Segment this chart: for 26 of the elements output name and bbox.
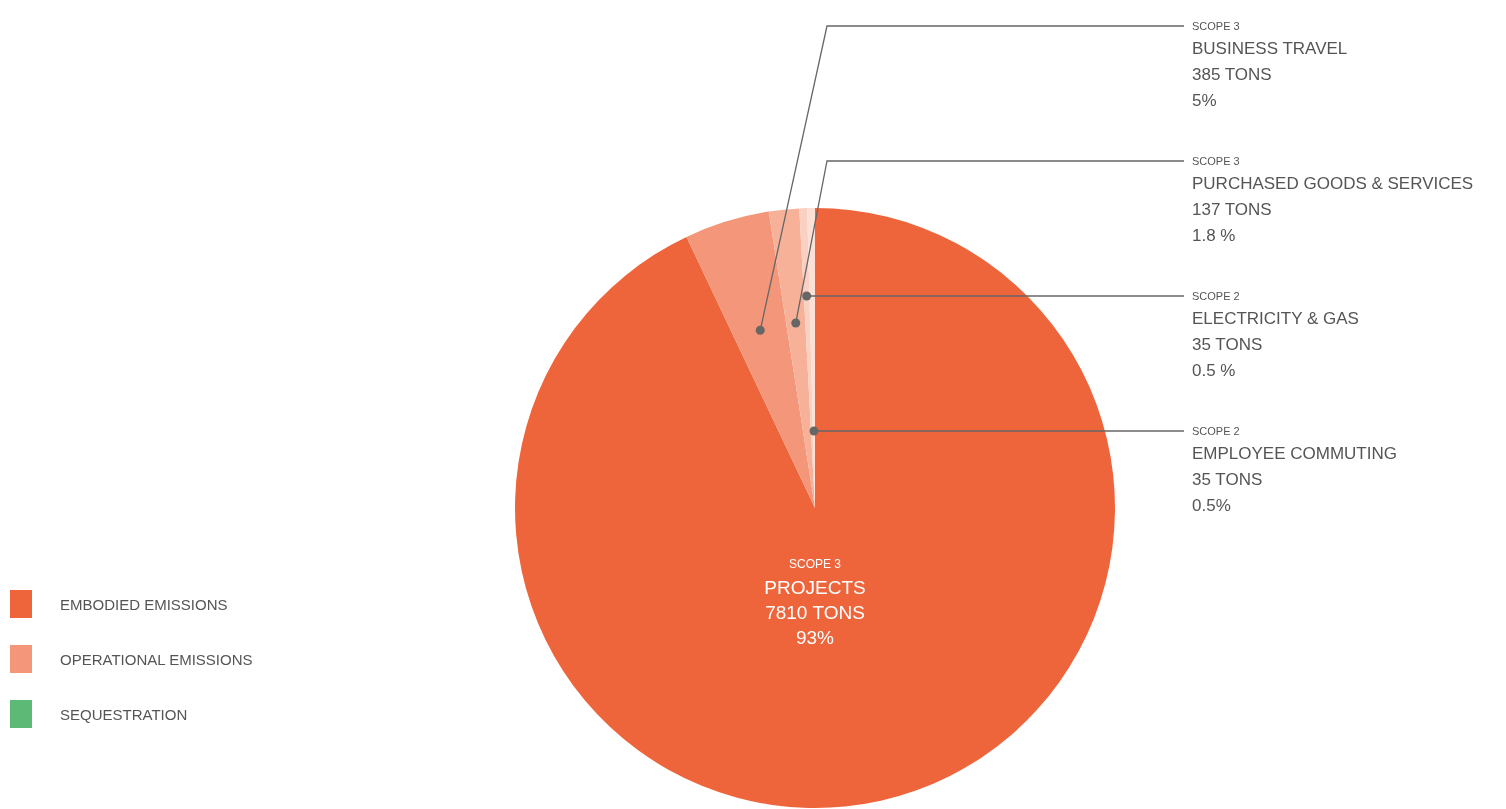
pie-slice	[515, 208, 1115, 808]
slice-label: ELECTRICITY & GAS	[1192, 309, 1359, 328]
text: SEQUESTRATION	[60, 706, 188, 723]
text: 1.8 %	[1192, 226, 1236, 245]
text: SCOPE 3	[1192, 20, 1240, 32]
text: 5%	[1192, 91, 1217, 110]
text: SCOPE 3	[788, 557, 842, 571]
data-label: 137 TONS	[1192, 200, 1272, 219]
slice-label: PROJECTS	[764, 577, 866, 598]
slice-label: BUSINESS TRAVEL	[1192, 39, 1348, 58]
data-label: 35 TONS	[1192, 335, 1263, 354]
text: 93%	[795, 627, 835, 648]
text: OPERATIONAL EMISSIONS	[60, 651, 253, 668]
text: SCOPE 3	[1192, 155, 1240, 167]
text: EMBODIED EMISSIONS	[60, 596, 228, 613]
text: SCOPE 2	[1192, 425, 1240, 437]
text: 0.5 %	[1192, 361, 1236, 380]
slice-label: EMPLOYEE COMMUTING	[1192, 444, 1397, 463]
pie-slice	[686, 211, 815, 508]
pie-slice	[768, 208, 815, 508]
data-label: 35 TONS	[1192, 470, 1263, 489]
data-label: 385 TONS	[1192, 65, 1272, 84]
slice-label: PURCHASED GOODS & SERVICES	[1192, 174, 1474, 193]
data-label: 7810 TONS	[765, 602, 865, 623]
text: 0.5%	[1192, 496, 1231, 515]
text: SCOPE 2	[1192, 290, 1240, 302]
